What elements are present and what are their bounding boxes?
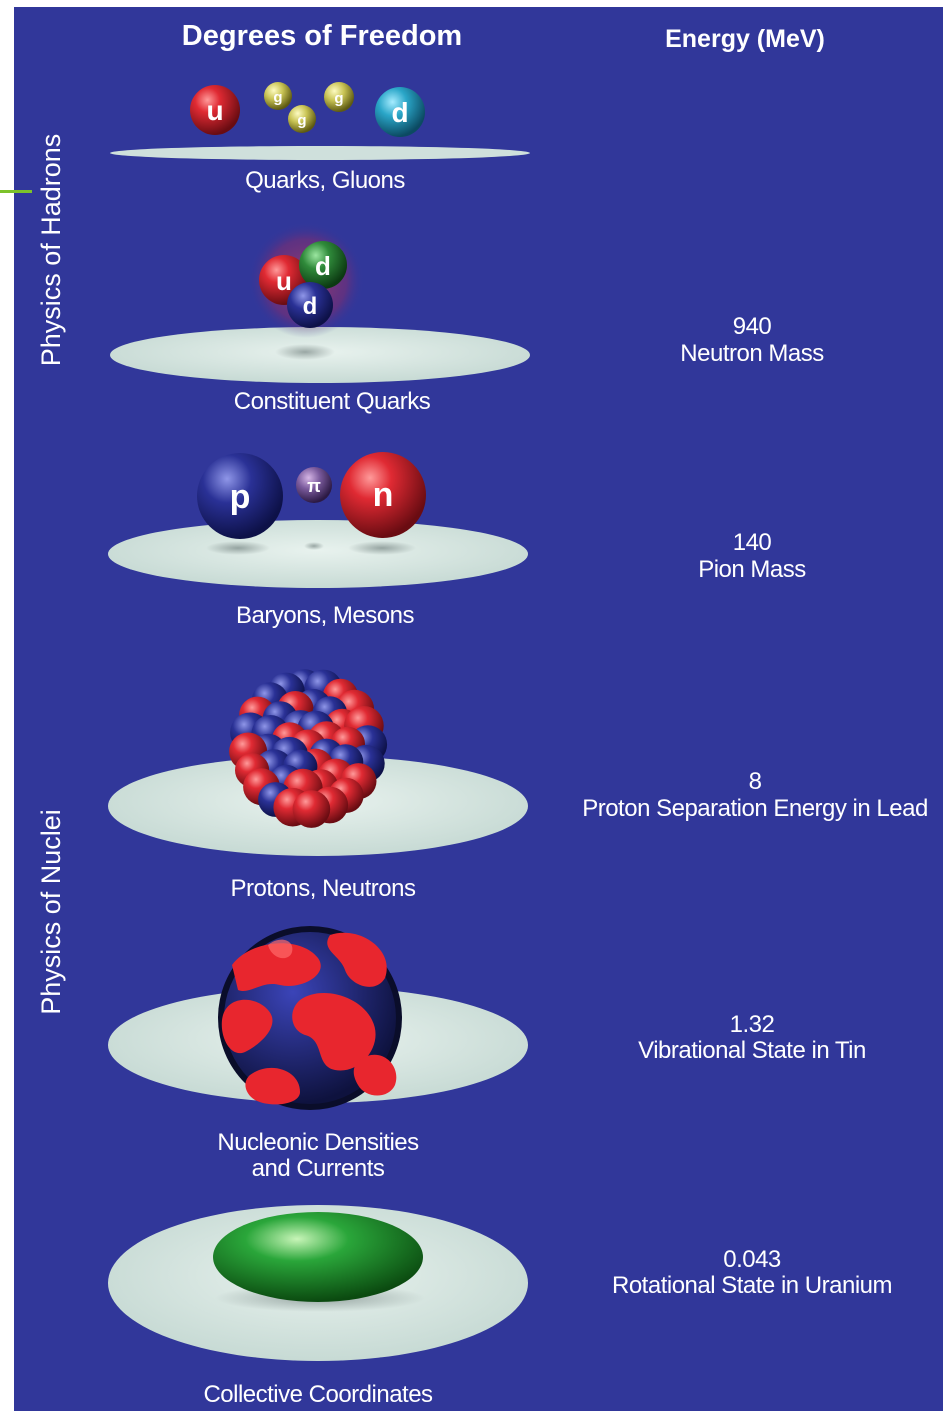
neutron: n bbox=[340, 452, 426, 538]
level-quarks-gluons: u g g g d Quarks, Gluons bbox=[110, 82, 530, 194]
energy-description: Pion Mass bbox=[698, 556, 806, 583]
svg-text:p: p bbox=[230, 478, 251, 516]
pion: π bbox=[296, 467, 332, 503]
level-collective-coordinates: Collective Coordinates 0.043 Rotational … bbox=[108, 1205, 892, 1408]
svg-text:n: n bbox=[373, 476, 394, 514]
nuclei-side-label: Physics of Nuclei bbox=[36, 809, 66, 1015]
nucleon bbox=[292, 790, 331, 828]
energy-description: Proton Separation Energy in Lead bbox=[582, 795, 928, 822]
up-quark: u bbox=[190, 85, 240, 135]
gluon: g bbox=[288, 105, 316, 133]
down-quark: d bbox=[375, 87, 425, 137]
svg-text:d: d bbox=[391, 97, 408, 128]
energy-description: Neutron Mass bbox=[680, 340, 824, 367]
disc bbox=[110, 146, 530, 160]
disc bbox=[108, 520, 528, 588]
svg-text:d: d bbox=[315, 251, 331, 281]
svg-text:g: g bbox=[297, 112, 306, 129]
level-label: Constituent Quarks bbox=[234, 388, 431, 415]
svg-text:π: π bbox=[307, 476, 321, 496]
diagram-panel bbox=[14, 7, 943, 1411]
energy-value: 8 bbox=[749, 768, 762, 795]
level-label: Collective Coordinates bbox=[203, 1381, 433, 1408]
energy-header: Energy (MeV) bbox=[665, 25, 825, 53]
level-label: Baryons, Mesons bbox=[236, 602, 414, 629]
energy-description: Rotational State in Uranium bbox=[612, 1272, 892, 1299]
level-label: Quarks, Gluons bbox=[245, 167, 405, 194]
gluon: g bbox=[324, 82, 354, 112]
svg-text:u: u bbox=[206, 95, 223, 126]
level-label-line1: Nucleonic Densities bbox=[217, 1129, 419, 1156]
deformed-nucleus bbox=[213, 1212, 423, 1302]
energy-value: 0.043 bbox=[723, 1246, 781, 1273]
energy-value: 940 bbox=[733, 313, 772, 340]
svg-text:g: g bbox=[334, 90, 343, 107]
level-nucleonic-densities: Nucleonic Densities and Currents 1.32 Vi… bbox=[108, 926, 866, 1182]
density-blob bbox=[218, 926, 402, 1110]
energy-value: 1.32 bbox=[730, 1011, 775, 1038]
hadrons-side-label: Physics of Hadrons bbox=[36, 134, 66, 367]
proton: p bbox=[197, 453, 283, 539]
svg-text:d: d bbox=[303, 293, 318, 320]
accent-mark bbox=[0, 190, 32, 193]
gluon: g bbox=[264, 82, 292, 110]
svg-text:u: u bbox=[276, 266, 292, 296]
level-label: Protons, Neutrons bbox=[231, 875, 416, 902]
degrees-header: Degrees of Freedom bbox=[182, 20, 462, 52]
level-protons-neutrons: Protons, Neutrons 8 Proton Separation En… bbox=[108, 669, 928, 902]
energy-value: 140 bbox=[733, 529, 772, 556]
level-constituent-quarks: u d d Constituent Quarks 940 Neutron Mas… bbox=[110, 222, 825, 415]
level-baryons-mesons: p π n Baryons, Mesons 140 Pion Mass bbox=[108, 452, 807, 629]
down-quark: d bbox=[299, 241, 347, 289]
energy-description: Vibrational State in Tin bbox=[638, 1037, 866, 1064]
lead-nucleus bbox=[229, 669, 388, 828]
down-quark: d bbox=[287, 282, 333, 328]
level-label-line2: and Currents bbox=[252, 1155, 385, 1182]
svg-text:g: g bbox=[273, 89, 282, 106]
